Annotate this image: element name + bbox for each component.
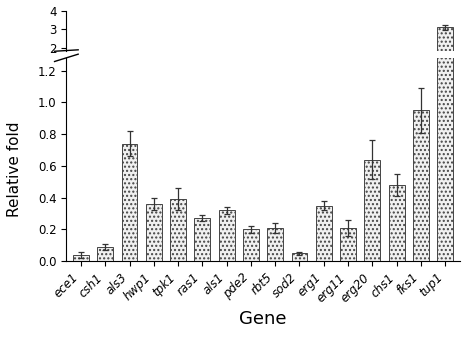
- Bar: [194, 80, 210, 85]
- Bar: [122, 144, 137, 261]
- Bar: [219, 79, 235, 85]
- Bar: [292, 84, 308, 85]
- Bar: [413, 67, 429, 85]
- Bar: [97, 247, 113, 261]
- Bar: [438, 27, 453, 85]
- Bar: [340, 81, 356, 85]
- Bar: [73, 84, 89, 85]
- Bar: [365, 73, 380, 85]
- Bar: [97, 83, 113, 85]
- Bar: [292, 253, 308, 261]
- Bar: [389, 76, 404, 85]
- Bar: [243, 229, 259, 261]
- Bar: [267, 81, 283, 85]
- Bar: [243, 81, 259, 85]
- Bar: [316, 78, 332, 85]
- Bar: [267, 228, 283, 261]
- Text: Relative fold: Relative fold: [7, 122, 22, 217]
- Bar: [340, 228, 356, 261]
- Bar: [438, 0, 453, 261]
- Bar: [73, 255, 89, 261]
- Bar: [122, 71, 137, 85]
- Bar: [389, 185, 404, 261]
- Bar: [316, 205, 332, 261]
- Bar: [146, 204, 162, 261]
- Bar: [219, 210, 235, 261]
- Bar: [365, 160, 380, 261]
- Bar: [146, 78, 162, 85]
- Bar: [194, 218, 210, 261]
- Bar: [170, 199, 186, 261]
- Bar: [170, 78, 186, 85]
- Bar: [413, 110, 429, 261]
- X-axis label: Gene: Gene: [239, 310, 287, 328]
